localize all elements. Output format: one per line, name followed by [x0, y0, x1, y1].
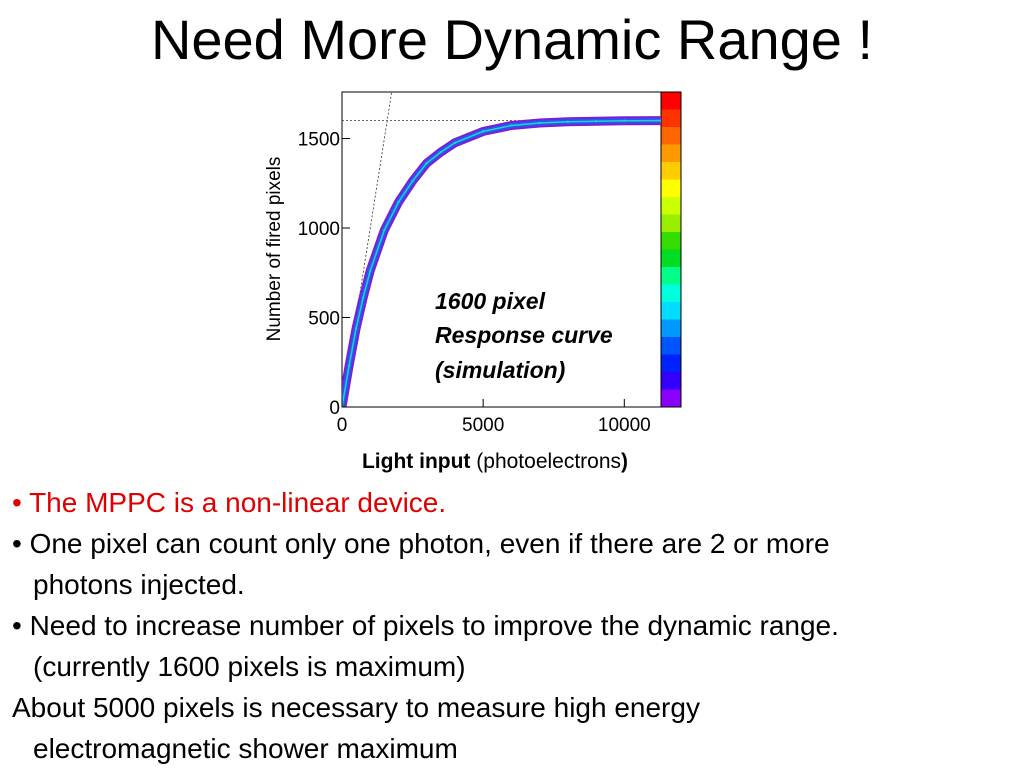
curve-point — [347, 364, 351, 368]
plot-frame — [341, 91, 662, 408]
curve-point — [453, 141, 457, 145]
statement-5000-pixels-cont: electromagnetic shower maximum — [33, 733, 458, 764]
bullet-one-photon: • One pixel can count only one photon, e… — [12, 528, 830, 559]
colorbar-segment — [661, 127, 681, 145]
colorbar-segment — [661, 144, 681, 163]
x-axis-label-paren: ) — [621, 450, 628, 473]
curve-point — [369, 269, 372, 272]
curve-point — [566, 120, 570, 123]
y-axis-label: Number of fired pixels — [264, 157, 285, 342]
colorbar — [660, 91, 682, 408]
bullet-list: • The MPPC is a non-linear device. • One… — [12, 482, 1022, 769]
colorbar-segment — [661, 249, 681, 268]
curve-point — [439, 150, 443, 154]
curve-point — [594, 119, 598, 123]
colorbar-segment — [661, 197, 681, 215]
chart-svg: 0 5000 10000 0 500 1000 1500 1600 pixel Respo… — [264, 91, 682, 473]
x-tick-label: 10000 — [598, 415, 651, 436]
y-tick-label: 1000 — [298, 219, 340, 240]
annotation-line-1: 1600 pixel — [435, 288, 546, 314]
curve-point — [397, 200, 400, 204]
colorbar-segment — [661, 337, 681, 355]
curve-point — [481, 130, 485, 133]
y-tick-label: 0 — [329, 398, 340, 419]
slide-title: Need More Dynamic Range ! — [150, 8, 874, 71]
statement-5000-pixels: About 5000 pixels is necessary to measur… — [12, 692, 700, 723]
colorbar-segment — [661, 179, 681, 198]
curve-point — [425, 162, 428, 165]
curve-point — [354, 327, 358, 330]
bullet-nonlinear: • The MPPC is a non-linear device. — [12, 487, 447, 518]
x-axis-label: Light input (photoelectrons) — [362, 450, 628, 473]
curve-points — [342, 119, 661, 407]
colorbar-segment — [661, 354, 681, 373]
curve-point — [510, 124, 513, 127]
response-curve-chart: 0 5000 10000 0 500 1000 1500 1600 pixel Respo… — [255, 82, 695, 482]
curve-point — [383, 228, 386, 232]
curve-point — [538, 121, 541, 125]
colorbar-segment — [661, 267, 681, 285]
colorbar-segment — [661, 214, 681, 233]
colorbar-segment — [661, 319, 681, 338]
bullet-one-photon-cont: photons injected. — [33, 569, 245, 600]
curve-point — [361, 296, 365, 299]
colorbar-segment — [661, 162, 681, 180]
y-tick-label: 500 — [308, 309, 340, 330]
colorbar-segment — [661, 372, 681, 390]
bullet-increase-pixels: • Need to increase number of pixels to i… — [12, 610, 839, 641]
curve-point — [623, 119, 626, 123]
curve-point — [659, 119, 661, 122]
colorbar-segment — [661, 232, 681, 250]
y-tick-label: 1500 — [298, 130, 340, 151]
colorbar-segment — [661, 92, 681, 110]
x-axis-label-unit: (photoelectrons — [470, 450, 621, 473]
colorbar-frame — [660, 91, 682, 408]
colorbar-segment — [661, 109, 681, 128]
annotation-line-2: Response curve — [435, 322, 613, 348]
x-tick-label: 5000 — [462, 415, 504, 436]
colorbar-segment — [661, 302, 681, 320]
x-axis-label-bold: Light input — [362, 450, 470, 473]
bullet-increase-pixels-cont: (currently 1600 pixels is maximum) — [33, 651, 466, 682]
x-tick-label: 0 — [337, 415, 348, 436]
colorbar-segment — [661, 284, 681, 303]
annotation-line-3: (simulation) — [435, 357, 565, 383]
y-axis: 0 500 1000 1500 — [298, 130, 350, 419]
response-curve-core — [342, 119, 661, 407]
curve-point — [411, 179, 414, 183]
colorbar-segment — [661, 389, 681, 408]
x-axis: 0 5000 10000 — [337, 399, 651, 436]
